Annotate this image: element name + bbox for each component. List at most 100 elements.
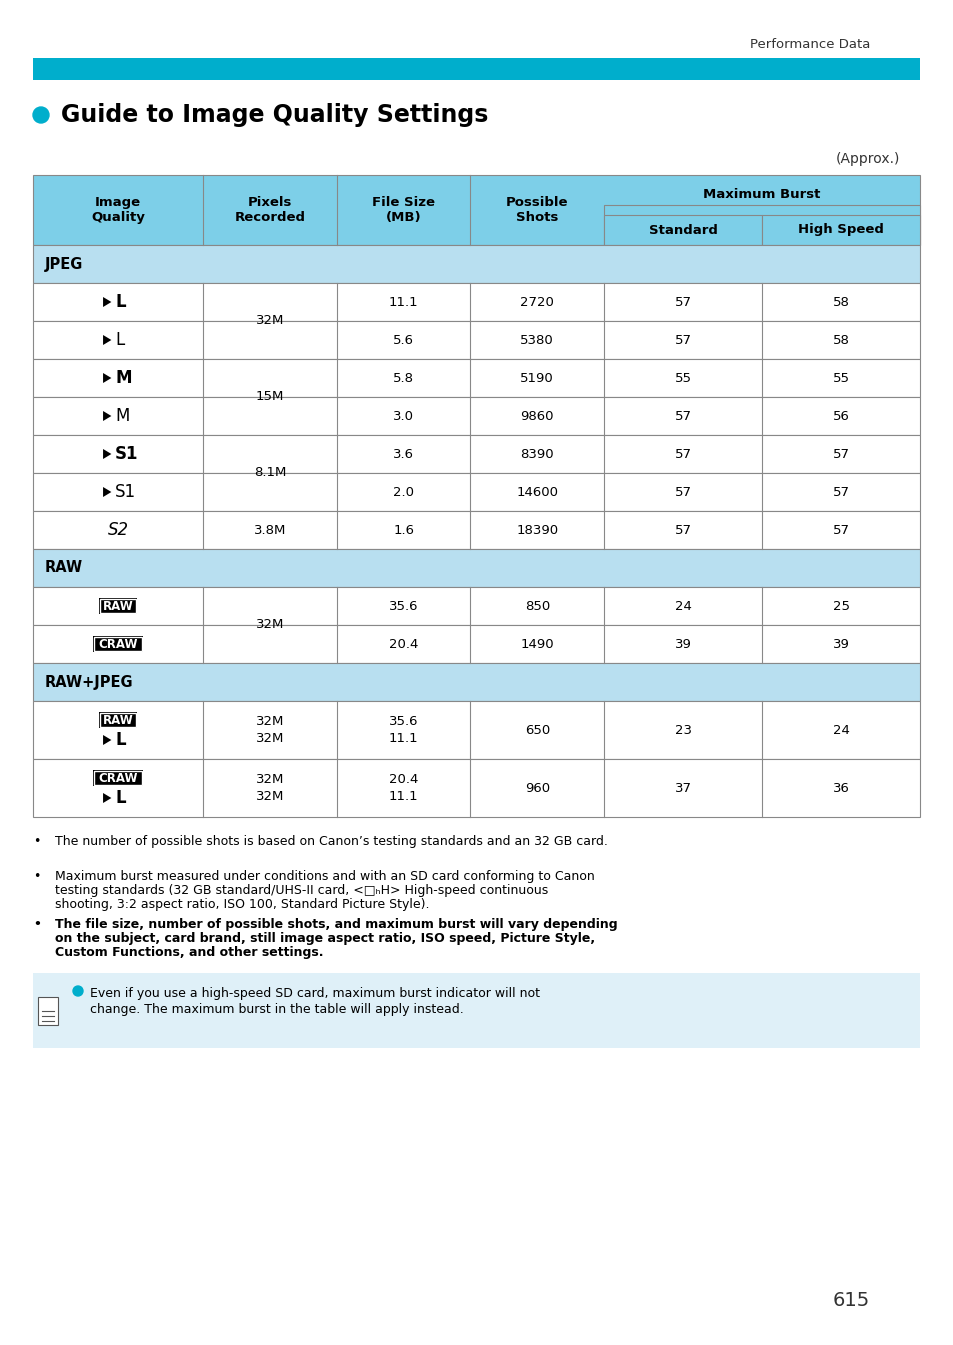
Bar <box>603 204 919 245</box>
Text: 39: 39 <box>674 638 691 651</box>
Polygon shape <box>103 373 112 383</box>
Text: testing standards (32 GB standard/UHS-II card, <□ₕH> High-speed continuous: testing standards (32 GB standard/UHS-II… <box>55 884 548 897</box>
Text: 57: 57 <box>674 296 691 308</box>
Text: 55: 55 <box>832 371 848 385</box>
Text: 55: 55 <box>674 371 691 385</box>
Text: 57: 57 <box>674 448 691 460</box>
Text: 57: 57 <box>832 448 848 460</box>
Text: 3.0: 3.0 <box>393 409 414 422</box>
Text: Possible
Shots: Possible Shots <box>505 196 568 225</box>
Text: Custom Functions, and other settings.: Custom Functions, and other settings. <box>55 946 323 959</box>
Text: 20.4: 20.4 <box>389 773 417 785</box>
Bar <box>94 771 142 785</box>
Text: 20.4: 20.4 <box>389 638 417 651</box>
Text: 57: 57 <box>674 334 691 347</box>
Polygon shape <box>103 449 112 459</box>
Text: Pixels
Recorded: Pixels Recorded <box>234 196 305 225</box>
Text: 36: 36 <box>832 781 848 795</box>
Text: 5.6: 5.6 <box>393 334 414 347</box>
Bar <box>33 759 919 816</box>
Text: 58: 58 <box>832 296 848 308</box>
Text: 615: 615 <box>832 1291 869 1310</box>
Text: 3.6: 3.6 <box>393 448 414 460</box>
Text: 8.1M: 8.1M <box>253 467 286 480</box>
Text: 11.1: 11.1 <box>389 732 418 745</box>
Bar <box>99 712 137 728</box>
Text: 25: 25 <box>832 600 848 612</box>
Bar <box>33 549 919 586</box>
Text: Maximum Burst: Maximum Burst <box>702 188 820 202</box>
Text: Image
Quality: Image Quality <box>91 196 145 225</box>
Text: 32M: 32M <box>255 732 284 745</box>
Bar <box>33 58 919 79</box>
Bar <box>33 397 919 434</box>
Text: 960: 960 <box>524 781 549 795</box>
Text: Standard: Standard <box>648 223 717 237</box>
Bar <box>33 625 919 663</box>
Bar <box>33 701 919 759</box>
Text: L: L <box>115 730 126 749</box>
Bar <box>33 972 919 1048</box>
Text: RAW+JPEG: RAW+JPEG <box>45 674 133 690</box>
Text: Guide to Image Quality Settings: Guide to Image Quality Settings <box>61 104 488 126</box>
Bar <box>33 282 919 321</box>
Bar <box>93 769 143 785</box>
Text: L: L <box>115 331 124 348</box>
Text: 57: 57 <box>832 523 848 537</box>
Text: 57: 57 <box>674 409 691 422</box>
Text: 32M: 32M <box>255 791 284 803</box>
Text: 9860: 9860 <box>520 409 554 422</box>
Text: 32M: 32M <box>255 773 284 785</box>
Text: shooting, 3:2 aspect ratio, ISO 100, Standard Picture Style).: shooting, 3:2 aspect ratio, ISO 100, Sta… <box>55 898 429 911</box>
Text: 58: 58 <box>832 334 848 347</box>
Text: 57: 57 <box>832 486 848 499</box>
Text: 5380: 5380 <box>519 334 554 347</box>
Text: 23: 23 <box>674 724 691 737</box>
Text: •: • <box>33 835 40 847</box>
Text: L: L <box>115 790 126 807</box>
Text: 24: 24 <box>832 724 848 737</box>
Text: M: M <box>115 408 130 425</box>
Polygon shape <box>103 794 112 803</box>
Bar <box>33 434 919 473</box>
Text: 39: 39 <box>832 638 848 651</box>
Text: 11.1: 11.1 <box>389 791 418 803</box>
Text: S1: S1 <box>115 483 136 500</box>
Bar <box>33 245 919 282</box>
Bar <box>33 359 919 397</box>
Bar <box>33 321 919 359</box>
Text: S2: S2 <box>108 521 129 539</box>
Text: change. The maximum burst in the table will apply instead.: change. The maximum burst in the table w… <box>90 1003 463 1015</box>
Polygon shape <box>103 297 112 307</box>
Text: The number of possible shots is based on Canon’s testing standards and an 32 GB : The number of possible shots is based on… <box>55 835 607 847</box>
Text: 5190: 5190 <box>519 371 554 385</box>
Text: L: L <box>115 293 126 311</box>
Text: •: • <box>33 919 41 931</box>
Bar <box>93 636 143 652</box>
Text: 1.6: 1.6 <box>393 523 414 537</box>
Polygon shape <box>103 487 112 498</box>
Bar <box>761 215 919 245</box>
Text: 32M: 32M <box>255 714 284 728</box>
Text: 650: 650 <box>524 724 549 737</box>
Text: Maximum burst measured under conditions and with an SD card conforming to Canon: Maximum burst measured under conditions … <box>55 870 594 884</box>
Text: 56: 56 <box>832 409 848 422</box>
Text: M: M <box>115 369 132 387</box>
Text: 15M: 15M <box>255 390 284 403</box>
Text: RAW: RAW <box>103 713 133 726</box>
Text: (Approx.): (Approx.) <box>835 152 899 165</box>
Text: 32M: 32M <box>255 619 284 632</box>
Text: 57: 57 <box>674 523 691 537</box>
Text: Even if you use a high-speed SD card, maximum burst indicator will not: Even if you use a high-speed SD card, ma… <box>90 987 539 999</box>
Text: 11.1: 11.1 <box>389 296 418 308</box>
Bar <box>100 713 136 728</box>
Polygon shape <box>103 412 112 421</box>
Text: File Size
(MB): File Size (MB) <box>372 196 435 225</box>
Text: Performance Data: Performance Data <box>749 38 869 51</box>
Text: The file size, number of possible shots, and maximum burst will vary depending: The file size, number of possible shots,… <box>55 919 617 931</box>
Text: RAW: RAW <box>103 600 133 612</box>
Polygon shape <box>103 335 112 346</box>
Text: on the subject, card brand, still image aspect ratio, ISO speed, Picture Style,: on the subject, card brand, still image … <box>55 932 595 946</box>
Bar <box>38 997 58 1025</box>
Text: 3.8M: 3.8M <box>253 523 286 537</box>
